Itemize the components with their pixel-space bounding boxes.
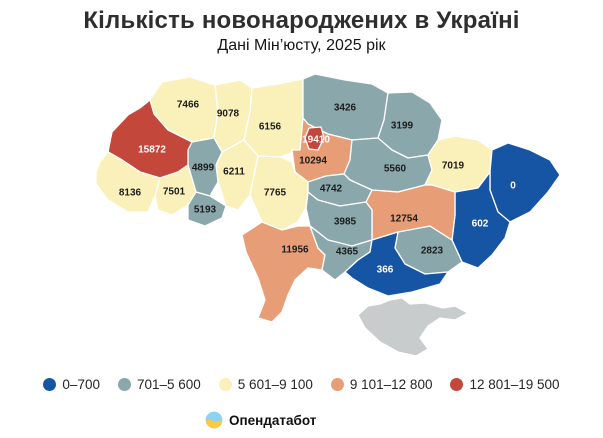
region-kyiv-city: [304, 126, 325, 151]
legend-label: 0–700: [62, 377, 100, 392]
legend-swatch: [117, 378, 131, 391]
region-value-label: 6211: [223, 167, 245, 178]
region-value-label: 366: [377, 265, 394, 276]
region-kherson: [344, 231, 449, 297]
region-value-label: 7466: [177, 100, 200, 111]
region-value-label: 5560: [384, 164, 407, 175]
region-value-label: 9078: [217, 109, 240, 120]
legend-label: 12 801–19 500: [469, 377, 560, 392]
region-value-label: 12754: [390, 214, 418, 225]
region-value-label: 3985: [334, 217, 357, 228]
legend-label: 701–5 600: [136, 377, 201, 392]
region-value-label: 2823: [421, 246, 444, 257]
legend: 0–700 701–5 600 5 601–9 100 9 101–12 800…: [0, 377, 603, 392]
legend-swatch: [330, 378, 344, 391]
page-title: Кількість новонароджених в Україні: [83, 7, 520, 34]
legend-label: 9 101–12 800: [349, 377, 433, 392]
region-value-label: 10294: [299, 156, 327, 167]
legend-swatch: [450, 378, 464, 391]
legend-label: 5 601–9 100: [237, 377, 313, 392]
legend-item: 12 801–19 500: [450, 377, 560, 392]
legend-item: 9 101–12 800: [330, 377, 433, 392]
region-value-label: 5193: [194, 205, 217, 216]
region-value-label: 8136: [119, 188, 142, 199]
region-value-label: 11956: [281, 245, 309, 256]
region-value-label: 4365: [336, 247, 359, 258]
legend-item: 0–700: [43, 377, 100, 392]
region-chernivtsi: [187, 191, 227, 227]
region-value-label: 4899: [192, 163, 215, 174]
region-odesa: [241, 221, 326, 323]
region-value-label: 15872: [138, 145, 166, 156]
brand-footer: Опендатабот: [205, 411, 316, 429]
region-value-label: 7019: [442, 161, 465, 172]
region-zakarpattia: [95, 151, 161, 213]
region-crimea: [357, 297, 469, 357]
region-value-label: 19410: [302, 135, 330, 146]
region-value-label: 7765: [264, 188, 287, 199]
legend-item: 5 601–9 100: [218, 377, 313, 392]
legend-swatch: [43, 378, 57, 391]
legend-item: 701–5 600: [117, 377, 201, 392]
region-zhytomyr: [243, 78, 304, 158]
page-subtitle: Дані Мін’юсту, 2025 рік: [217, 37, 386, 54]
region-value-label: 0: [510, 181, 516, 192]
legend-swatch: [218, 378, 232, 391]
region-value-label: 3199: [391, 121, 414, 132]
opendatabot-logo-icon: [205, 411, 223, 429]
region-value-label: 3426: [334, 103, 357, 114]
region-value-label: 4742: [320, 184, 343, 195]
region-value-label: 602: [472, 219, 489, 230]
brand-name: Опендатабот: [229, 412, 317, 428]
region-value-label: 7501: [163, 187, 186, 198]
region-luhansk: [489, 142, 561, 223]
region-value-label: 6156: [259, 122, 282, 133]
